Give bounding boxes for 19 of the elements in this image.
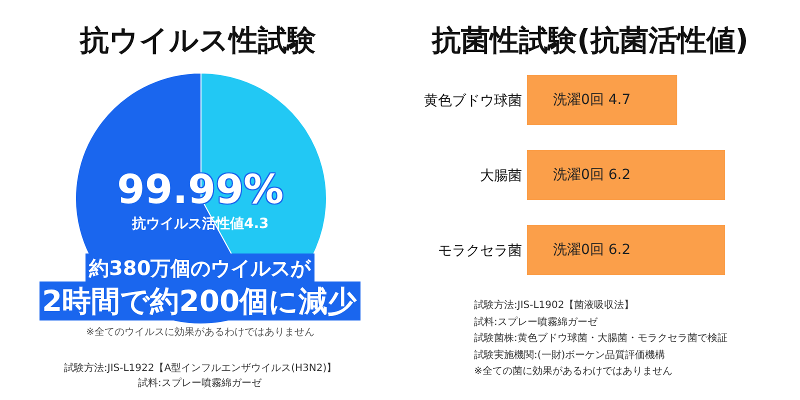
text: 2時間で約200個に減少	[42, 284, 358, 318]
chart-title: 抗ウイルス性試験	[79, 23, 316, 57]
text: 試料:スプレー噴霧綿ガーゼ	[474, 316, 598, 328]
text: 試験菌株:黄色ブドウ球菌・大腸菌・モラクセラ菌で検証	[474, 332, 728, 344]
data-label: 洗濯0回 6.2	[553, 167, 631, 183]
text: ※全ての菌に効果があるわけではありません	[474, 365, 672, 377]
text: 試験実施機関:(一財)ボーケン品質評価機構	[474, 349, 666, 361]
text: 試料:スプレー噴霧綿ガーゼ	[138, 377, 262, 389]
text: 約380万個のウイルスが	[88, 256, 312, 280]
data-label: 洗濯0回 4.7	[553, 92, 631, 108]
y-tick-label: モラクセラ菌	[438, 242, 522, 259]
data-label: 洗濯0回 6.2	[553, 242, 631, 258]
text: 試験方法:JIS-L1902【菌液吸収法】	[474, 299, 634, 311]
y-tick-label: 黄色ブドウ球菌	[424, 92, 522, 109]
text: ※全てのウイルスに効果があるわけではありません	[86, 326, 314, 338]
y-tick-label: 大腸菌	[480, 168, 522, 184]
text: 試験方法:JIS-L1922【A型インフルエンザウイルス(H3N2)】	[64, 362, 337, 374]
text: 抗ウイルス活性値4.3	[131, 216, 269, 232]
chart-title: 抗菌性試験(抗菌活性値)	[431, 23, 749, 57]
